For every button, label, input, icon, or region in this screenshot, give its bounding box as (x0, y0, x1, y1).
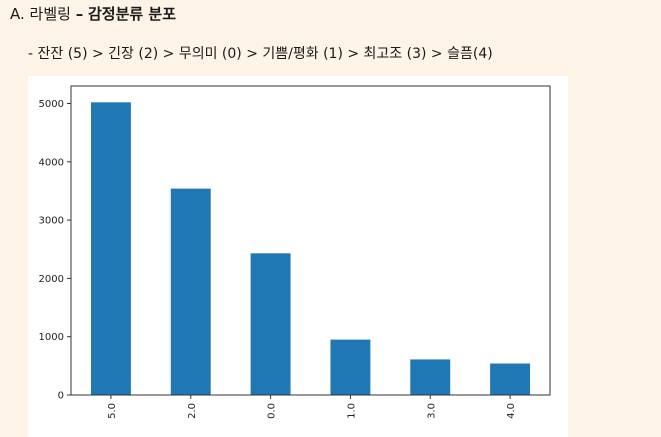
bars (90, 102, 531, 395)
bar-3.0 (410, 359, 451, 395)
plot-frame (70, 85, 551, 396)
slide-heading: A. 라벨링 – 감정분류 분포 (10, 4, 176, 24)
x-tick-label: 1.0 (346, 403, 357, 419)
bar-1.0 (330, 339, 371, 395)
x-tick-label: 0.0 (267, 403, 278, 419)
heading-prefix: A. 라벨링 (10, 5, 71, 23)
y-tick-label: 5000 (39, 99, 64, 110)
y-tick-label: 4000 (39, 157, 64, 168)
bar-chart: 0 1000 2000 3000 4000 5000 5.0 2.0 0.0 1.0 3.0 4.0 (39, 85, 551, 419)
y-axis-ticks: 0 1000 2000 3000 4000 5000 (39, 99, 71, 402)
heading-dash: – (75, 5, 84, 23)
chart-container: 0 1000 2000 3000 4000 5000 5.0 2.0 0.0 1.0 3.0 4.0 (28, 76, 568, 437)
y-tick-label: 1000 (39, 332, 64, 343)
emotion-order-line: - 잔잔 (5) > 긴장 (2) > 무의미 (0) > 기쁨/평화 (1) … (28, 46, 493, 62)
x-axis-ticks: 5.0 2.0 0.0 1.0 3.0 4.0 (107, 395, 517, 419)
x-tick-label: 3.0 (426, 403, 437, 419)
bar-0.0 (250, 253, 291, 395)
heading-title: 감정분류 분포 (88, 5, 177, 23)
bar-2.0 (170, 188, 211, 395)
y-tick-label: 2000 (39, 274, 64, 285)
y-tick-label: 0 (58, 391, 64, 402)
x-tick-label: 5.0 (107, 403, 118, 419)
y-tick-label: 3000 (39, 216, 64, 227)
x-tick-label: 4.0 (506, 403, 517, 419)
x-tick-label: 2.0 (187, 403, 198, 419)
bar-4.0 (490, 363, 531, 395)
bar-5.0 (90, 102, 131, 395)
